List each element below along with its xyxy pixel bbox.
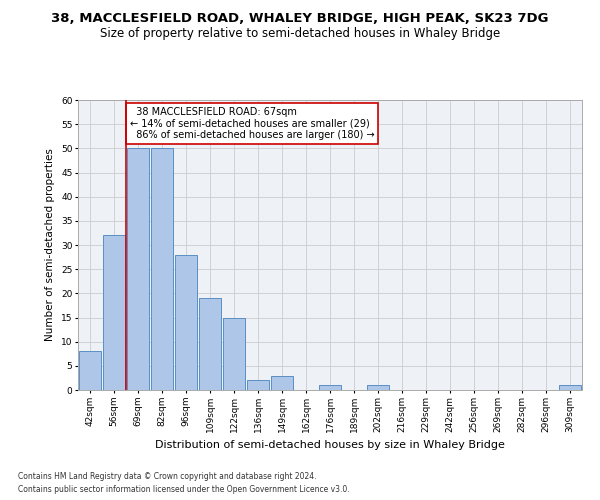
Text: Contains public sector information licensed under the Open Government Licence v3: Contains public sector information licen…	[18, 485, 350, 494]
Text: Contains HM Land Registry data © Crown copyright and database right 2024.: Contains HM Land Registry data © Crown c…	[18, 472, 317, 481]
Text: 38, MACCLESFIELD ROAD, WHALEY BRIDGE, HIGH PEAK, SK23 7DG: 38, MACCLESFIELD ROAD, WHALEY BRIDGE, HI…	[51, 12, 549, 26]
Bar	[271, 376, 293, 390]
Bar	[127, 148, 149, 390]
Bar	[367, 385, 389, 390]
X-axis label: Distribution of semi-detached houses by size in Whaley Bridge: Distribution of semi-detached houses by …	[155, 440, 505, 450]
Text: Size of property relative to semi-detached houses in Whaley Bridge: Size of property relative to semi-detach…	[100, 28, 500, 40]
Bar	[79, 352, 101, 390]
Bar	[199, 298, 221, 390]
Bar	[319, 385, 341, 390]
Bar	[223, 318, 245, 390]
Bar	[103, 236, 125, 390]
Text: 38 MACCLESFIELD ROAD: 67sqm
← 14% of semi-detached houses are smaller (29)
  86%: 38 MACCLESFIELD ROAD: 67sqm ← 14% of sem…	[130, 108, 374, 140]
Bar	[559, 385, 581, 390]
Bar	[175, 254, 197, 390]
Y-axis label: Number of semi-detached properties: Number of semi-detached properties	[46, 148, 55, 342]
Bar	[247, 380, 269, 390]
Bar	[151, 148, 173, 390]
